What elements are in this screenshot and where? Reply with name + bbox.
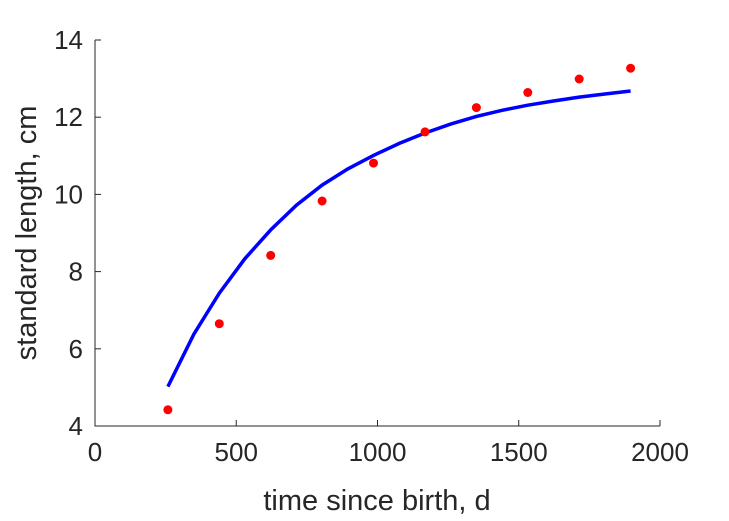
- data-point: [523, 88, 533, 97]
- data-point: [369, 158, 378, 168]
- data-point: [420, 127, 430, 137]
- series-layer: [163, 63, 636, 415]
- x-tick-label: 2000: [631, 437, 689, 467]
- y-tick-label: 10: [54, 179, 83, 209]
- data-point: [317, 196, 327, 206]
- x-axis-ticks: 0 500 1000 1500 2000: [88, 420, 689, 467]
- data-point: [214, 319, 224, 329]
- data-point: [626, 63, 636, 73]
- data-point: [574, 74, 584, 84]
- y-tick-label: 8: [69, 257, 83, 287]
- data-point: [163, 405, 173, 415]
- data-point: [471, 103, 481, 113]
- x-tick-label: 500: [215, 437, 258, 467]
- y-tick-label: 14: [54, 25, 83, 55]
- fit-curve: [166, 89, 631, 388]
- data-point: [266, 250, 276, 260]
- x-tick-label: 1500: [490, 437, 548, 467]
- y-axis-ticks: 4 6 8 10 12 14: [54, 25, 101, 441]
- x-axis-label: time since birth, d: [263, 485, 490, 517]
- y-axis-label: standard length, cm: [11, 106, 43, 361]
- y-tick-label: 6: [69, 334, 83, 364]
- y-tick-label: 4: [69, 411, 83, 441]
- y-tick-label: 12: [54, 102, 83, 132]
- x-tick-label: 1000: [349, 437, 407, 467]
- x-tick-label: 0: [88, 437, 102, 467]
